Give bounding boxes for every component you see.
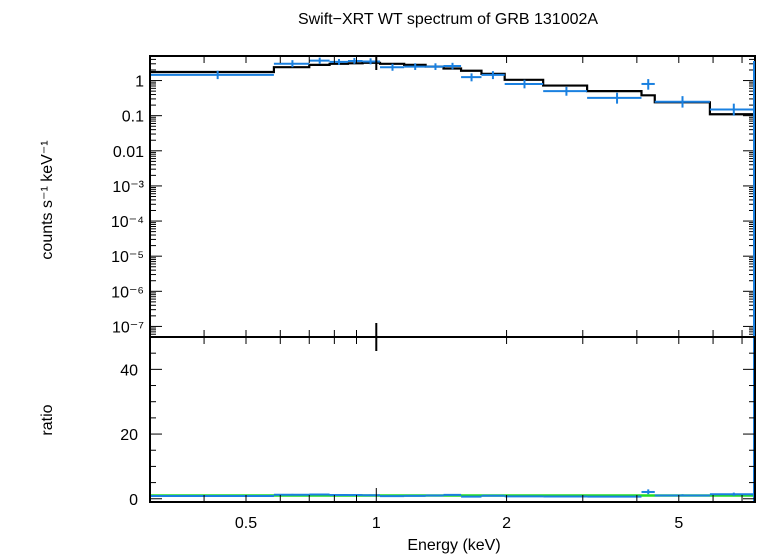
data-point [404,63,426,70]
data-point [709,103,755,116]
x-tick-label: 0.5 [235,515,257,532]
y-tick-label: 10⁻⁷ [112,319,144,336]
y-axis-label-ratio: ratio [39,404,56,435]
data-point [443,493,462,496]
y-tick-label: 10⁻³ [112,179,144,196]
data-point [641,489,655,495]
data-point [347,494,363,497]
data-point [150,495,274,498]
y-tick-label: 0 [129,492,138,509]
bottom-panel-frame [149,336,756,503]
data-point [543,495,588,498]
y-tick-label: 40 [120,362,138,379]
data-point [425,494,444,497]
data-point [309,493,330,496]
y-tick-label: 10⁻⁵ [111,249,144,266]
data-point [150,70,274,80]
model-step-line [150,61,755,116]
chart-title: Swift−XRT WT spectrum of GRB 131002A [298,11,598,28]
y-tick-label: 0.1 [122,109,144,126]
y-tick-label: 20 [120,427,138,444]
data-point [443,62,462,70]
data-point [380,63,405,71]
data-point [481,71,505,80]
data-point [309,57,330,64]
ratio-panel: 0.5 1 2 5 0 20 40 [120,61,756,532]
data-point [654,96,710,108]
data-point [587,495,642,498]
y-tick-label: 10⁻⁴ [111,214,144,231]
bottom-panel-ticks: 0.5 1 2 5 0 20 40 [120,352,755,532]
data-point [587,92,642,104]
data-point [461,73,482,82]
x-tick-label: 2 [502,515,511,532]
data-point [347,57,363,64]
x-axis-label: Energy (keV) [407,537,500,554]
data-point [654,494,710,497]
data-point [329,494,348,497]
data-point [504,495,544,498]
x-tick-label: 1 [372,515,381,532]
data-points-group [150,57,755,116]
data-point [273,60,310,68]
data-point [504,79,544,89]
data-point [481,494,505,497]
data-point [273,493,310,496]
data-point [362,494,381,497]
y-tick-label: 1 [135,74,144,91]
data-point [404,494,426,497]
data-point [543,86,588,96]
ratio-points-group [150,61,755,502]
y-tick-label: 0.01 [113,144,144,161]
top-panel-frame [149,55,756,338]
y-axis-label-counts: counts s⁻¹ keV⁻¹ [39,140,56,259]
data-point [709,492,755,496]
top-panel-ticks: 1 0.1 0.01 10⁻³ 10⁻⁴ 10⁻⁵ 10⁻⁶ 10⁻⁷ [111,55,755,351]
data-point [461,495,482,498]
data-point [329,59,348,65]
model-step-path [150,61,755,116]
y-tick-label: 10⁻⁶ [111,284,144,301]
data-point [425,63,444,70]
x-tick-label: 5 [674,515,683,532]
spectrum-panel: 1 0.1 0.01 10⁻³ 10⁻⁴ 10⁻⁵ 10⁻⁶ 10⁻⁷ [111,55,756,351]
data-point [380,495,405,498]
data-point [641,79,655,90]
